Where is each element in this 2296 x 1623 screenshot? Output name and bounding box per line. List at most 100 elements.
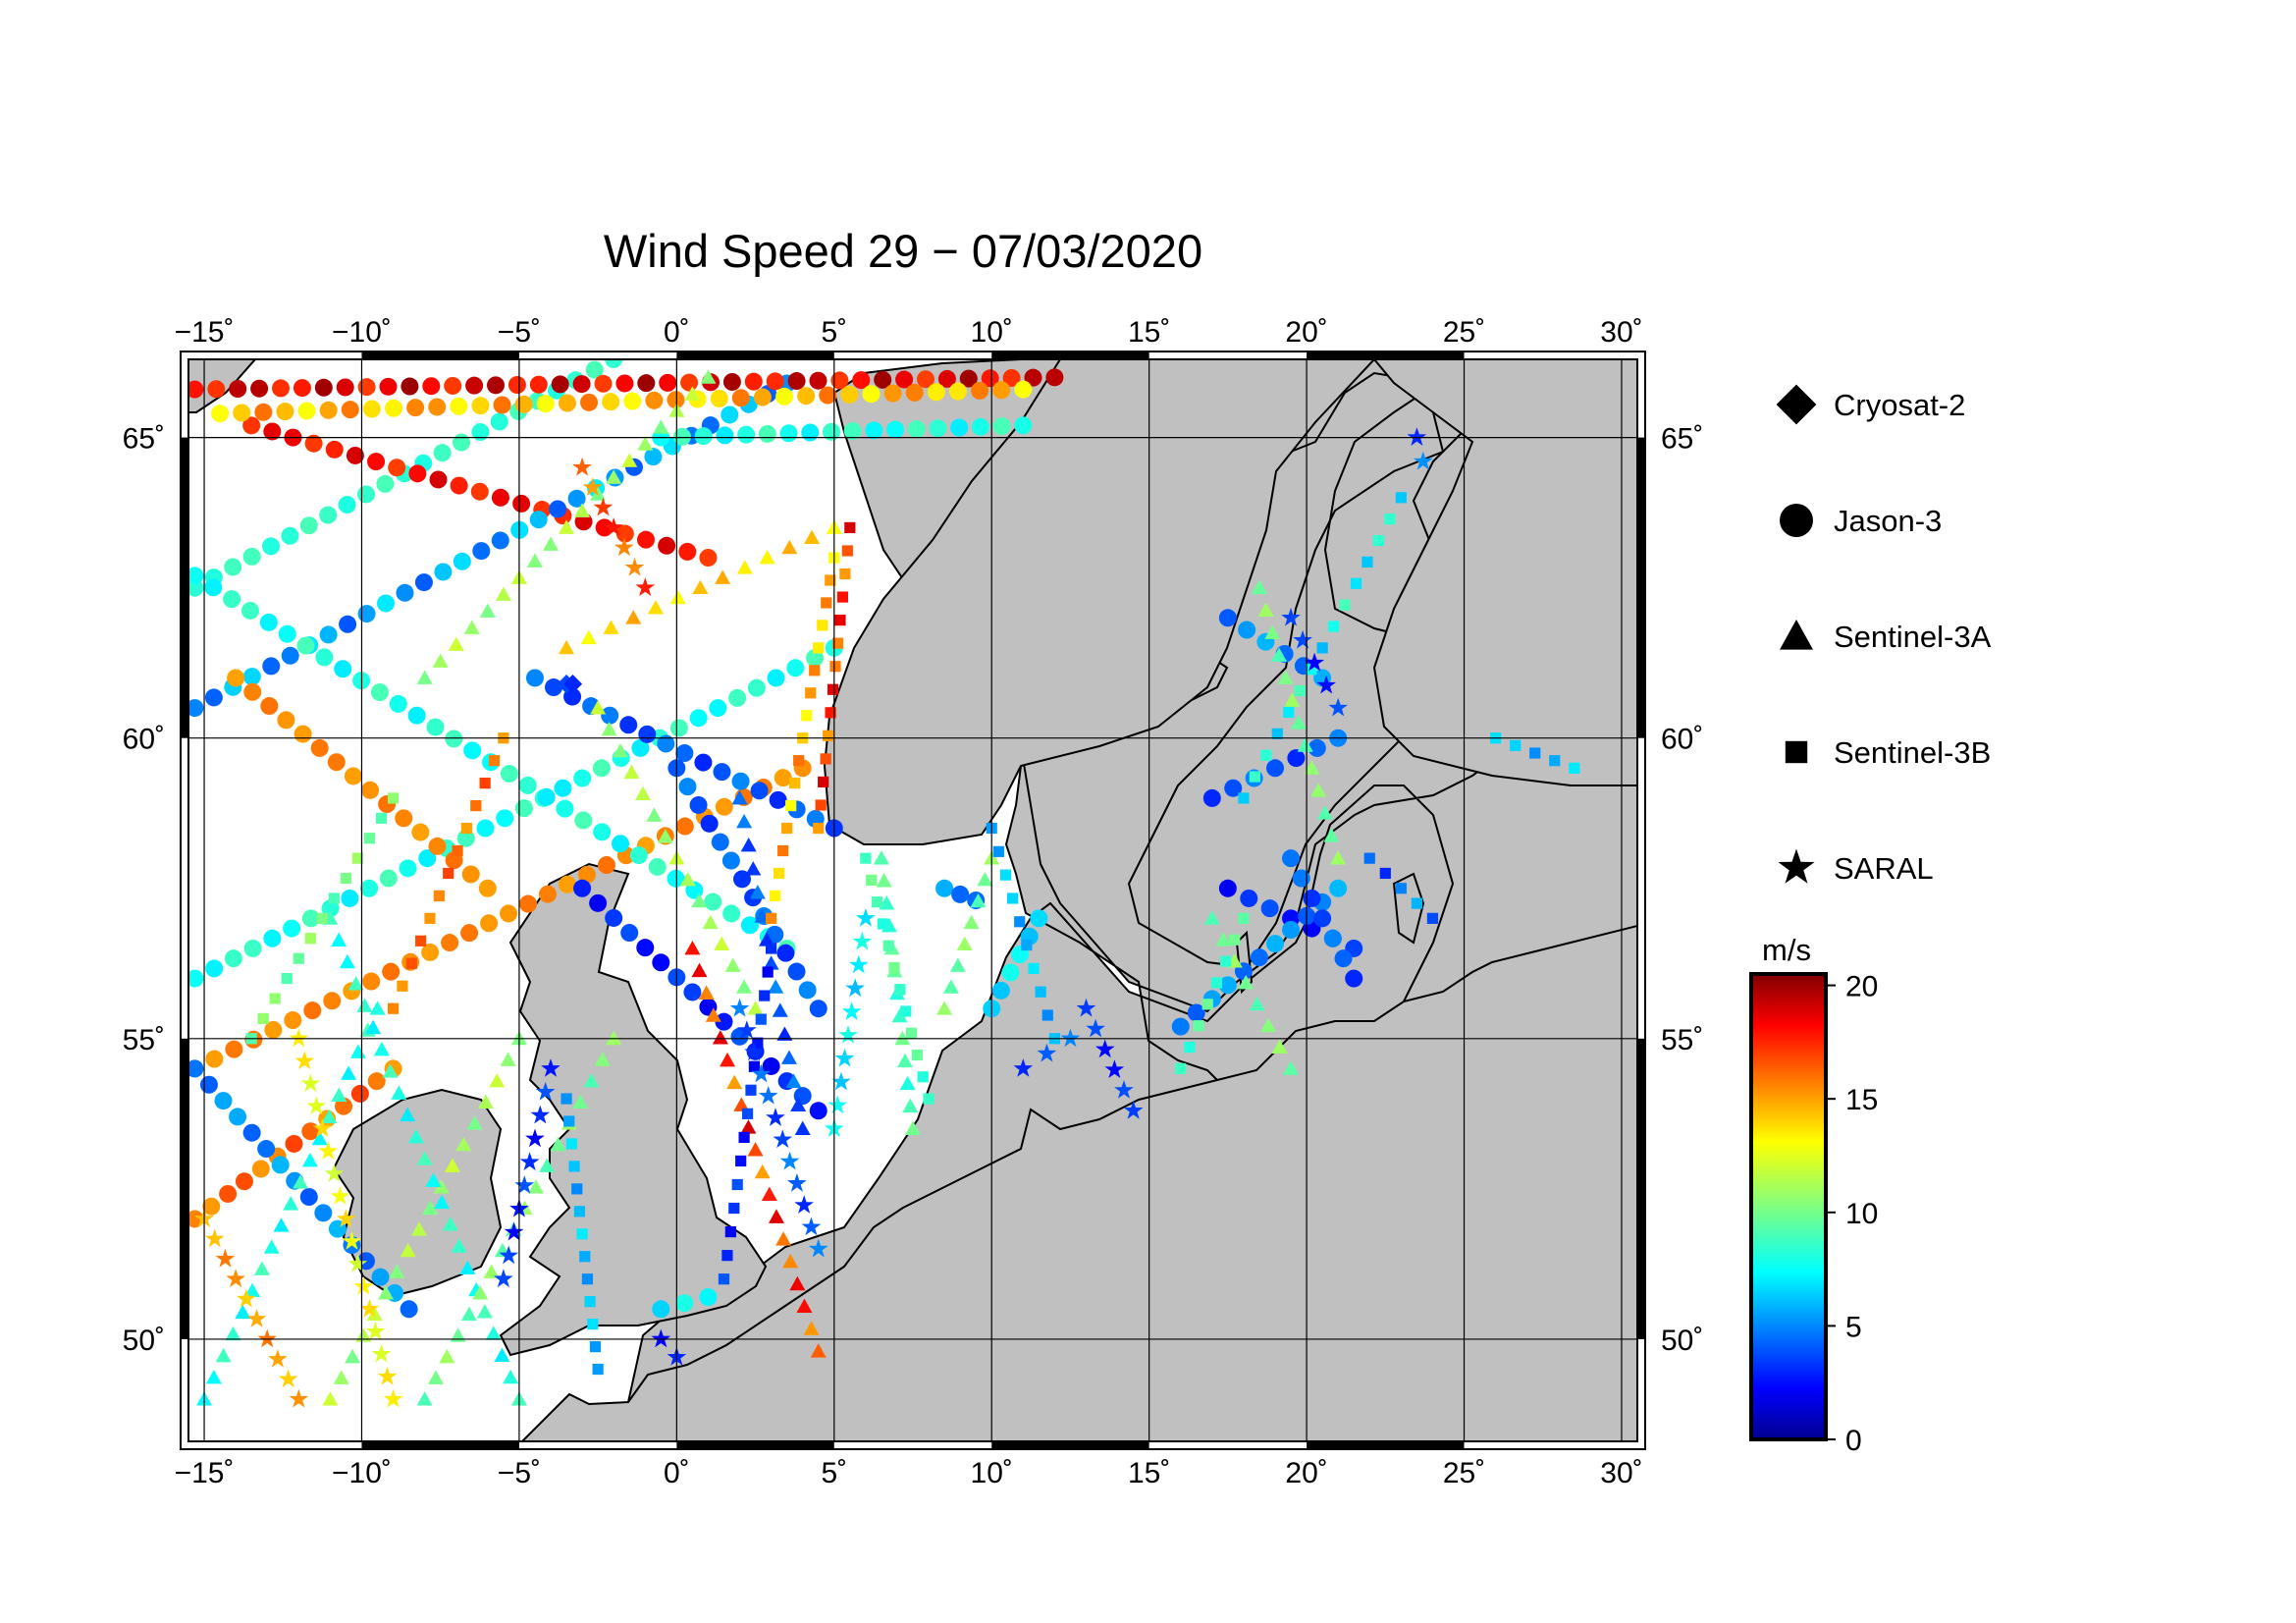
saral-observation [519, 1152, 540, 1170]
jason-3-observation [319, 506, 338, 524]
sentinel-3a-observation [747, 1001, 764, 1015]
jason-3-observation [683, 983, 702, 1001]
sentinel-3a-observation [759, 932, 775, 947]
sentinel-3b-observation [1316, 642, 1328, 654]
sentinel-3a-observation [637, 436, 654, 451]
jason-3-observation [992, 381, 1011, 400]
sentinel-3a-observation [559, 519, 575, 534]
jason-3-observation [242, 668, 261, 686]
sentinel-3a-observation [669, 589, 686, 605]
sentinel-3b-observation [581, 1273, 594, 1285]
saral-observation [324, 1163, 345, 1182]
jason-3-observation [716, 426, 734, 445]
jason-3-observation [1240, 889, 1258, 907]
saral-observation [1407, 427, 1427, 446]
sentinel-3a-observation [720, 1052, 736, 1067]
sentinel-3a-observation [606, 1030, 622, 1046]
sentinel-3a-observation [448, 636, 464, 651]
sentinel-3b-observation [825, 707, 836, 719]
jason-3-observation [297, 402, 316, 420]
sentinel-3a-observation [416, 1391, 433, 1406]
sentinel-3a-observation [782, 1254, 799, 1269]
sentinel-3b-observation [770, 890, 781, 902]
sentinel-3b-observation [405, 957, 417, 969]
sentinel-3a-observation [759, 550, 775, 565]
jason-3-observation [1287, 749, 1306, 768]
sentinel-3b-observation [1350, 577, 1362, 589]
cryosat-2-observation [562, 675, 583, 694]
jason-3-observation [229, 379, 247, 398]
jason-3-observation [211, 405, 230, 423]
jason-3-observation [453, 552, 471, 570]
jason-3-observation [465, 376, 484, 395]
sentinel-3a-observation [789, 1275, 806, 1291]
sentinel-3b-observation [860, 852, 872, 864]
sentinel-3b-observation [774, 867, 785, 880]
sentinel-3a-observation [634, 785, 651, 800]
sentinel-3a-observation [425, 1172, 442, 1187]
jason-3-observation [254, 403, 273, 421]
sentinel-3b-observation [1395, 883, 1407, 894]
sentinel-3b-observation [1363, 852, 1375, 864]
sentinel-3a-observation [731, 789, 748, 805]
jason-3-observation [529, 511, 548, 529]
jason-3-observation [428, 398, 447, 416]
colorbar-tick-label: 5 [1845, 1311, 1862, 1343]
sentinel-3b-observation [1411, 897, 1422, 909]
sentinel-3a-observation [434, 1194, 451, 1210]
jason-3-observation [242, 416, 261, 435]
sentinel-3a-observation [347, 976, 364, 991]
sentinel-3b-observation [1271, 728, 1283, 739]
jason-3-observation [1266, 759, 1284, 778]
sentinel-3b-observation [728, 1202, 740, 1215]
sentinel-3b-observation [815, 799, 827, 811]
saral-observation [268, 1349, 288, 1368]
sentinel-3a-observation [463, 620, 480, 634]
jason-3-observation [400, 377, 419, 396]
jason-3-observation [601, 706, 619, 725]
jason-3-observation [637, 374, 656, 393]
jason-3-observation [299, 1188, 318, 1207]
jason-3-observation [335, 1097, 353, 1115]
sentinel-3b-observation [829, 661, 841, 673]
sentinel-3b-observation [257, 1012, 269, 1025]
jason-3-track-group [188, 359, 1363, 1319]
jason-3-observation [699, 549, 718, 568]
sentinel-3b-observation [789, 778, 801, 789]
saral-observation [744, 1042, 764, 1061]
legend-label: SARAL [1834, 851, 1934, 886]
sentinel-3a-observation [646, 807, 663, 822]
sentinel-3a-observation [942, 979, 959, 994]
legend-label: Jason-3 [1834, 504, 1942, 538]
sentinel-3b-observation [1569, 762, 1580, 774]
sentinel-3a-observation [625, 610, 642, 624]
sentinel-3a-observation [526, 553, 543, 568]
sentinel-3b-observation [836, 591, 849, 603]
saral-observation [651, 1328, 671, 1348]
sentinel-3a-observation [1310, 783, 1327, 797]
sentinel-3b-observation [269, 993, 281, 1004]
sentinel-3a-observation [1271, 647, 1288, 662]
jason-3-observation [551, 375, 569, 394]
jason-3-observation [710, 389, 728, 407]
sentinel-3a-observation [495, 586, 511, 601]
jason-3-observation [243, 682, 262, 701]
lat-tick-label: 55˚ [123, 1024, 165, 1056]
sentinel-3a-observation [1291, 715, 1308, 730]
map-title: Wind Speed 29 − 07/03/2020 [603, 225, 1203, 277]
sentinel-3b-observation [584, 1296, 596, 1308]
jason-3-observation [370, 683, 389, 702]
jason-3-observation [883, 384, 902, 403]
sentinel-3b-observation [304, 933, 316, 945]
sentinel-3a-observation [444, 1158, 460, 1172]
sentinel-3a-observation [253, 1261, 270, 1275]
jason-3-observation [293, 379, 311, 398]
sentinel-3b-observation [1510, 739, 1522, 751]
sentinel-3b-observation [745, 1084, 757, 1096]
jason-3-observation [992, 417, 1011, 436]
lon-tick-label: 0˚ [664, 1457, 690, 1489]
jason-3-observation [1218, 976, 1237, 995]
lat-tick-labels-left: 50˚ 55˚ 60˚ 65˚ [123, 423, 165, 1357]
lon-tick-label: 15˚ [1128, 316, 1170, 349]
land-great-britain [499, 862, 768, 1357]
